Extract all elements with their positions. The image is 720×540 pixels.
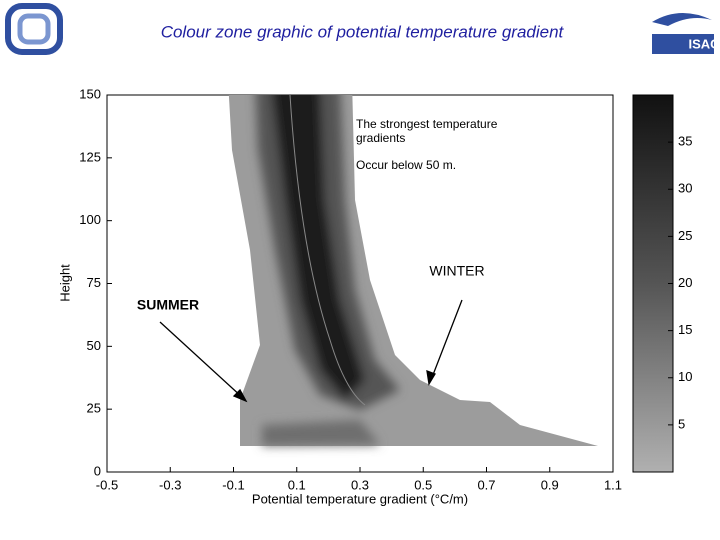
arrows — [159, 299, 463, 403]
slide-title: Colour zone graphic of potential tempera… — [161, 22, 565, 41]
x-tick-label: -0.5 — [96, 477, 118, 492]
y-tick-label: 75 — [87, 275, 101, 290]
x-tick-label: 0.3 — [351, 477, 369, 492]
y-tick-label: 100 — [79, 212, 101, 227]
x-tick-label: -0.1 — [222, 477, 244, 492]
y-tick-label: 125 — [79, 149, 101, 164]
colorbar — [632, 94, 674, 473]
annotation: WINTER — [429, 263, 484, 279]
x-tick-label: 0.1 — [288, 477, 306, 492]
colorbar-tick-label: 10 — [678, 369, 692, 384]
y-tick-label: 150 — [79, 86, 101, 101]
colorbar-tick-label: 35 — [678, 134, 692, 149]
y-axis-label: Height — [57, 264, 72, 302]
y-tick-label: 0 — [94, 463, 101, 478]
logo-text: ISAC — [688, 36, 720, 51]
annotation: The strongest temperature gradients — [356, 117, 498, 145]
colorbar-tick-label: 30 — [678, 181, 692, 196]
annotation: SUMMER — [137, 297, 199, 313]
colorbar-tick-label: 25 — [678, 228, 692, 243]
colorbar-tick-label: 20 — [678, 275, 692, 290]
contour-fill — [228, 95, 598, 446]
x-tick-label: 0.7 — [477, 477, 495, 492]
x-tick-label: 0.5 — [414, 477, 432, 492]
colorbar-tick-label: 15 — [678, 322, 692, 337]
x-tick-label: 0.9 — [541, 477, 559, 492]
cnr-logo — [5, 3, 63, 55]
colorbar-tick-label: 5 — [678, 416, 685, 431]
y-tick-label: 25 — [87, 401, 101, 416]
x-tick-label: 1.1 — [604, 477, 622, 492]
y-tick-label: 50 — [87, 338, 101, 353]
x-tick-label: -0.3 — [159, 477, 181, 492]
isac-logo — [652, 12, 714, 54]
x-axis-label: Potential temperature gradient (°C/m) — [252, 491, 468, 506]
annotation: Occur below 50 m. — [356, 158, 457, 172]
